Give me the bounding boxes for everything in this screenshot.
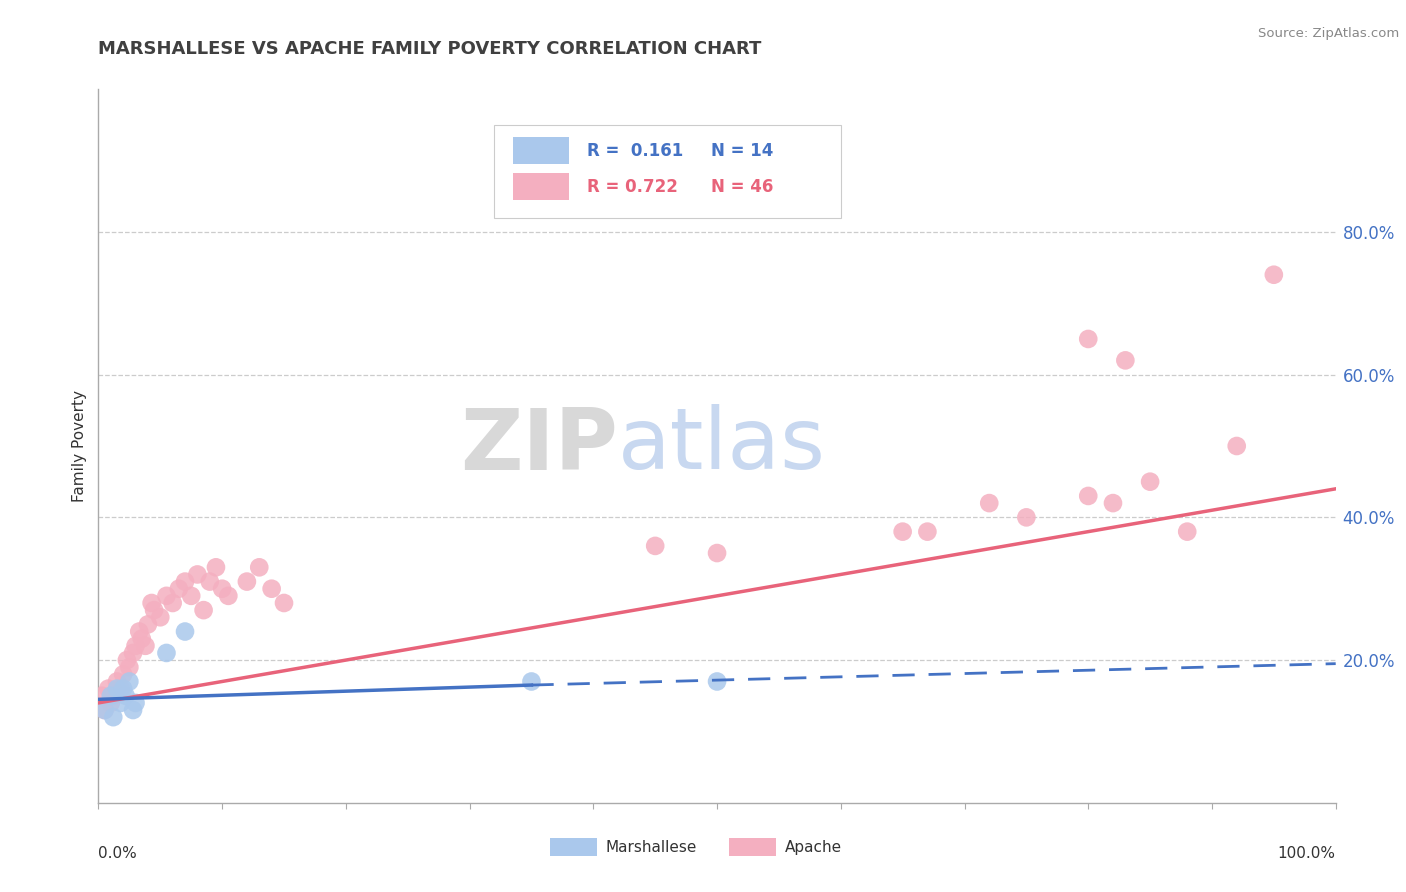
Point	[174, 624, 197, 639]
Point	[917, 524, 939, 539]
Point	[1139, 475, 1161, 489]
Text: 100.0%: 100.0%	[1278, 846, 1336, 861]
Point	[93, 703, 115, 717]
Point	[115, 653, 138, 667]
Point	[211, 582, 233, 596]
Point	[273, 596, 295, 610]
Point	[247, 560, 270, 574]
Point	[155, 646, 177, 660]
Text: ZIP: ZIP	[460, 404, 619, 488]
Bar	[513, 137, 568, 164]
Point	[97, 681, 120, 696]
Point	[124, 639, 146, 653]
Text: Marshallese: Marshallese	[606, 839, 697, 855]
Text: N = 14: N = 14	[711, 143, 773, 161]
Point	[706, 546, 728, 560]
Point	[91, 689, 114, 703]
Point	[217, 589, 239, 603]
Point	[1114, 353, 1136, 368]
Point	[1175, 524, 1198, 539]
Point	[100, 696, 122, 710]
Point	[122, 703, 145, 717]
Point	[110, 681, 132, 696]
Bar	[550, 838, 598, 856]
Point	[979, 496, 1001, 510]
Point	[93, 703, 115, 717]
Point	[520, 674, 543, 689]
Point	[103, 710, 125, 724]
Point	[110, 696, 132, 710]
Point	[122, 646, 145, 660]
Point	[180, 589, 202, 603]
Bar	[730, 838, 776, 856]
Point	[114, 689, 136, 703]
Point	[100, 689, 122, 703]
Point	[260, 582, 283, 596]
Point	[136, 617, 159, 632]
Point	[162, 596, 184, 610]
Point	[112, 667, 135, 681]
Text: R = 0.722: R = 0.722	[588, 178, 678, 196]
Text: 0.0%: 0.0%	[98, 846, 138, 861]
Bar	[513, 173, 568, 200]
Point	[1015, 510, 1038, 524]
Text: atlas: atlas	[619, 404, 827, 488]
Point	[1102, 496, 1125, 510]
Point	[1077, 332, 1099, 346]
Text: Apache: Apache	[785, 839, 842, 855]
Text: R =  0.161: R = 0.161	[588, 143, 683, 161]
Point	[1077, 489, 1099, 503]
FancyBboxPatch shape	[495, 125, 841, 218]
Point	[706, 674, 728, 689]
Point	[118, 660, 141, 674]
Point	[1263, 268, 1285, 282]
Point	[105, 674, 128, 689]
Point	[205, 560, 228, 574]
Point	[118, 674, 141, 689]
Point	[143, 603, 166, 617]
Point	[112, 681, 135, 696]
Point	[103, 689, 125, 703]
Point	[891, 524, 914, 539]
Point	[198, 574, 221, 589]
Y-axis label: Family Poverty: Family Poverty	[72, 390, 87, 502]
Point	[131, 632, 153, 646]
Text: Source: ZipAtlas.com: Source: ZipAtlas.com	[1258, 27, 1399, 40]
Point	[105, 681, 128, 696]
Point	[186, 567, 208, 582]
Point	[124, 696, 146, 710]
Point	[644, 539, 666, 553]
Point	[149, 610, 172, 624]
Text: N = 46: N = 46	[711, 178, 773, 196]
Point	[174, 574, 197, 589]
Point	[141, 596, 163, 610]
Point	[1226, 439, 1249, 453]
Point	[155, 589, 177, 603]
Text: MARSHALLESE VS APACHE FAMILY POVERTY CORRELATION CHART: MARSHALLESE VS APACHE FAMILY POVERTY COR…	[98, 40, 762, 58]
Point	[134, 639, 156, 653]
Point	[167, 582, 190, 596]
Point	[128, 624, 150, 639]
Point	[193, 603, 215, 617]
Point	[236, 574, 259, 589]
